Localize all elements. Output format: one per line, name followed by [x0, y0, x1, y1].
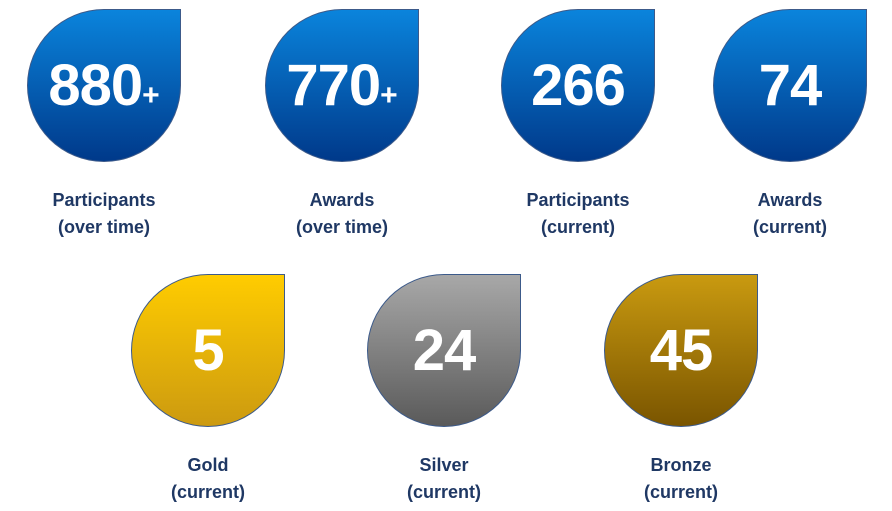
- label-line: Bronze: [650, 455, 712, 475]
- stat-number: 24: [412, 318, 477, 383]
- stat-number: 74: [758, 53, 823, 118]
- stat-drop: 266: [501, 9, 655, 162]
- stat-drop: 74: [713, 9, 867, 162]
- stat-value: 74: [758, 52, 823, 119]
- label-line: Gold: [187, 455, 229, 475]
- stat-value: 45: [649, 317, 714, 384]
- label-line: Silver: [419, 455, 469, 475]
- stat-drop: 24: [367, 274, 521, 427]
- stat-label: Participants (over time): [4, 187, 204, 241]
- stat-suffix: +: [142, 79, 160, 112]
- stat-number: 5: [192, 318, 224, 383]
- label-line: Participants: [526, 190, 630, 210]
- label-line: (over time): [57, 217, 151, 237]
- stat-drop: 880+: [27, 9, 181, 162]
- stat-value: 24: [412, 317, 477, 384]
- label-line: (current): [170, 482, 245, 502]
- stat-drop: 45: [604, 274, 758, 427]
- stat-label: Participants (current): [478, 187, 678, 241]
- stat-drop: 770+: [265, 9, 419, 162]
- stat-value: 880+: [48, 52, 159, 119]
- stat-label: Awards (current): [690, 187, 890, 241]
- label-line: (current): [752, 217, 827, 237]
- stat-number: 770: [286, 53, 381, 118]
- label-line: (current): [643, 482, 718, 502]
- label-line: Awards: [309, 190, 375, 210]
- stat-label: Gold (current): [108, 452, 308, 506]
- label-line: Awards: [757, 190, 823, 210]
- stat-suffix: +: [380, 79, 398, 112]
- stat-label: Bronze (current): [581, 452, 781, 506]
- label-line: (current): [406, 482, 481, 502]
- stat-number: 45: [649, 318, 714, 383]
- stat-label: Silver (current): [344, 452, 544, 506]
- stat-drop: 5: [131, 274, 285, 427]
- stat-value: 5: [192, 317, 224, 384]
- label-line: (over time): [295, 217, 389, 237]
- stat-number: 880: [48, 53, 143, 118]
- label-line: (current): [540, 217, 615, 237]
- stat-value: 770+: [286, 52, 397, 119]
- stat-label: Awards (over time): [242, 187, 442, 241]
- stat-number: 266: [531, 53, 626, 118]
- stat-value: 266: [531, 52, 626, 119]
- label-line: Participants: [52, 190, 156, 210]
